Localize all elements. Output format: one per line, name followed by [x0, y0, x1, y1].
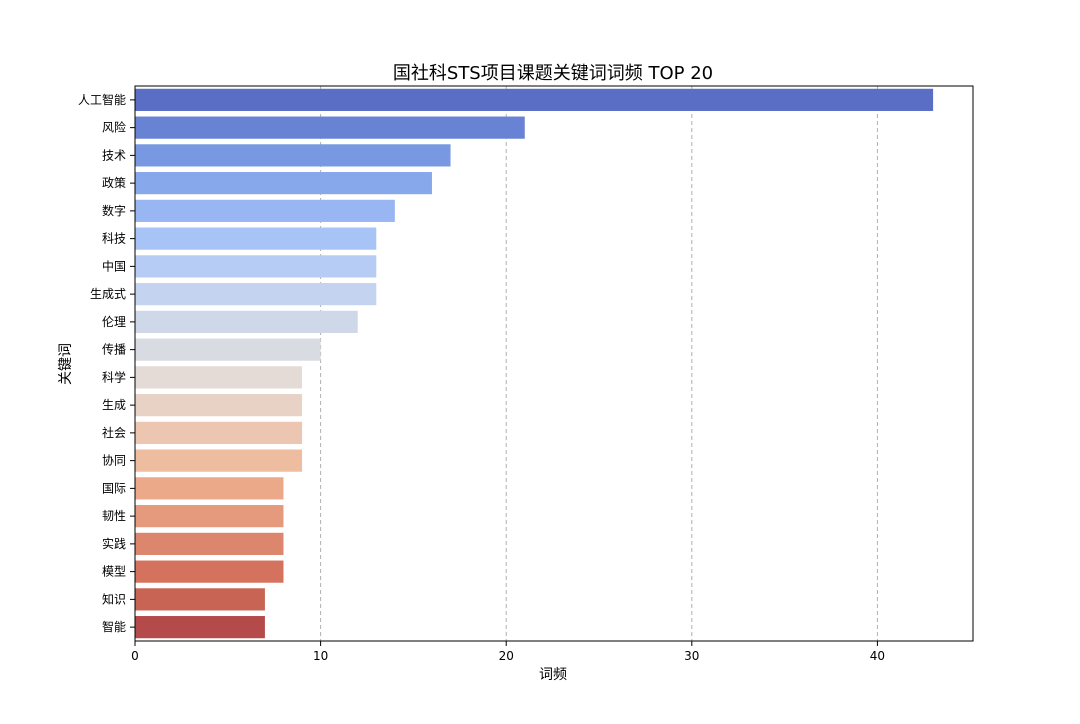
y-category-label: 人工智能 — [78, 92, 126, 107]
bar — [135, 172, 432, 195]
bar — [135, 477, 284, 500]
bar — [135, 88, 934, 111]
x-tick-label: 20 — [499, 649, 514, 663]
bar — [135, 505, 284, 528]
y-category-label: 政策 — [102, 176, 126, 190]
y-categories: 人工智能风险技术政策数字科技中国生成式伦理传播科学生成社会协同国际韧性实践模型知… — [78, 92, 135, 634]
y-category-label: 生成 — [102, 398, 126, 412]
bar — [135, 144, 451, 167]
y-category-label: 实践 — [102, 536, 126, 551]
bar — [135, 560, 284, 583]
x-tick-label: 40 — [870, 649, 885, 663]
bar — [135, 366, 303, 389]
bar — [135, 588, 265, 611]
y-category-label: 科技 — [102, 232, 126, 246]
bar — [135, 255, 377, 278]
bar — [135, 199, 395, 222]
y-category-label: 传播 — [102, 342, 126, 357]
bar — [135, 616, 265, 639]
y-axis-title: 关键词 — [58, 343, 74, 385]
bar — [135, 283, 377, 306]
bar — [135, 394, 303, 417]
y-category-label: 风险 — [102, 120, 126, 135]
bar — [135, 227, 377, 250]
plot-frame — [134, 85, 974, 642]
bars — [135, 88, 934, 639]
y-category-label: 韧性 — [102, 509, 126, 523]
bar — [135, 532, 284, 555]
bar — [135, 338, 321, 361]
x-tick-label: 0 — [131, 649, 139, 663]
y-category-label: 数字 — [102, 203, 126, 218]
y-category-label: 科学 — [102, 369, 126, 384]
bar — [135, 449, 303, 472]
x-tick-label: 10 — [313, 649, 328, 663]
y-category-label: 生成式 — [90, 287, 126, 301]
y-category-label: 模型 — [102, 565, 126, 579]
grid-lines — [320, 86, 878, 641]
x-ticks: 0 10 20 30 40 — [131, 641, 885, 663]
y-category-label: 伦理 — [102, 314, 126, 329]
y-category-label: 中国 — [102, 258, 126, 273]
x-axis-title: 词频 — [539, 667, 567, 683]
y-category-label: 智能 — [102, 619, 126, 634]
bar — [135, 421, 303, 444]
y-category-label: 知识 — [102, 592, 126, 606]
x-tick-label: 30 — [684, 649, 699, 663]
y-category-label: 国际 — [102, 481, 126, 495]
chart-title: 国社科STS项目课题关键词词频 TOP 20 — [393, 63, 713, 84]
bar — [135, 116, 525, 139]
bar — [135, 310, 358, 333]
y-category-label: 技术 — [102, 148, 126, 162]
y-category-label: 社会 — [102, 425, 126, 440]
y-category-label: 协同 — [102, 453, 126, 468]
